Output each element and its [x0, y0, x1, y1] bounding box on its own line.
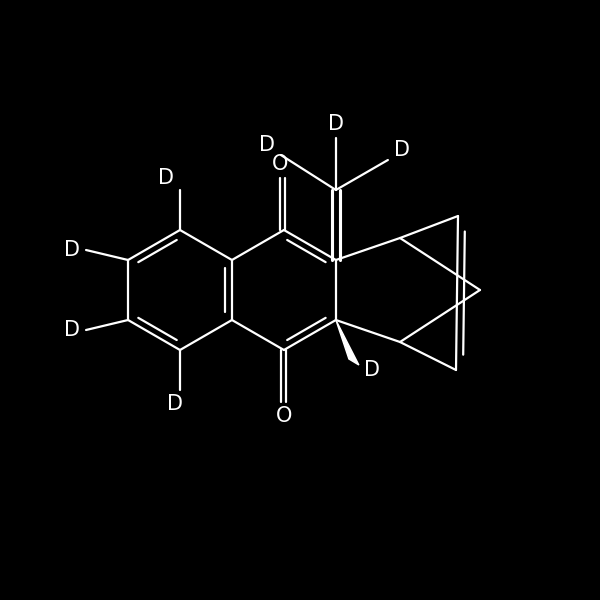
- Text: D: D: [167, 394, 183, 414]
- Text: D: D: [364, 360, 380, 380]
- Text: D: D: [259, 135, 275, 155]
- Polygon shape: [336, 320, 359, 365]
- Text: D: D: [328, 114, 344, 134]
- Text: D: D: [64, 320, 80, 340]
- Text: D: D: [64, 240, 80, 260]
- Text: O: O: [276, 406, 292, 426]
- Text: D: D: [394, 140, 410, 160]
- Text: D: D: [158, 168, 174, 188]
- Text: O: O: [272, 154, 288, 174]
